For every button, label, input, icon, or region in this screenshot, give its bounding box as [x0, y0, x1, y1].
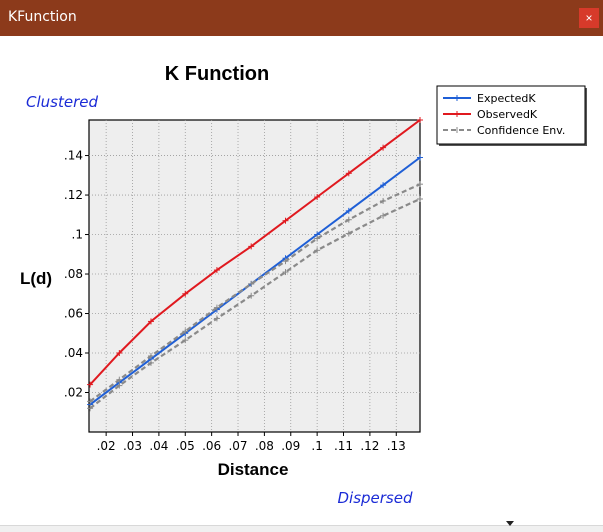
y-tick-label: .02 [64, 386, 83, 400]
x-tick-label: .09 [281, 439, 300, 453]
y-tick-label: .14 [64, 149, 83, 163]
x-tick-label: .11 [334, 439, 353, 453]
x-tick-label: .05 [176, 439, 195, 453]
legend-label: ExpectedK [477, 92, 536, 105]
window-bottom-edge [0, 525, 603, 532]
x-tick-label: .07 [228, 439, 247, 453]
y-tick-label: .1 [72, 228, 83, 242]
x-tick-label: .04 [149, 439, 168, 453]
legend-label: Confidence Env. [477, 124, 565, 137]
dispersed-annotation: Dispersed [337, 489, 412, 507]
cursor-icon [506, 521, 514, 526]
x-tick-label: .06 [202, 439, 221, 453]
x-tick-label: .13 [387, 439, 406, 453]
x-tick-label: .02 [97, 439, 116, 453]
y-axis-label: L(d) [20, 269, 52, 288]
chart-title: K Function [165, 63, 269, 85]
y-tick-label: .04 [64, 346, 83, 360]
legend-label: ObservedK [477, 108, 538, 121]
x-axis-label: Distance [218, 460, 289, 479]
legend: ExpectedK ObservedK Confidence Env. [436, 85, 587, 146]
series-line-confidence-env- [89, 183, 421, 403]
title-bar: KFunction × [0, 0, 603, 36]
x-tick-label: .03 [123, 439, 142, 453]
y-tick-label: .08 [64, 267, 83, 281]
plot-area: .02 .04 .06 .08 .1 .12 .14 .02 .03 .04 .05 .06 .07 .0… [64, 117, 423, 453]
y-tick-label: .12 [64, 188, 83, 202]
x-tick-label: .1 [311, 439, 322, 453]
x-tick-label: .12 [360, 439, 379, 453]
x-tick-label: .08 [255, 439, 274, 453]
close-button[interactable]: × [579, 8, 599, 28]
y-tick-label: .06 [64, 307, 83, 321]
window-title: KFunction [8, 9, 77, 25]
clustered-annotation: Clustered [26, 93, 98, 111]
plot-background [88, 119, 421, 433]
